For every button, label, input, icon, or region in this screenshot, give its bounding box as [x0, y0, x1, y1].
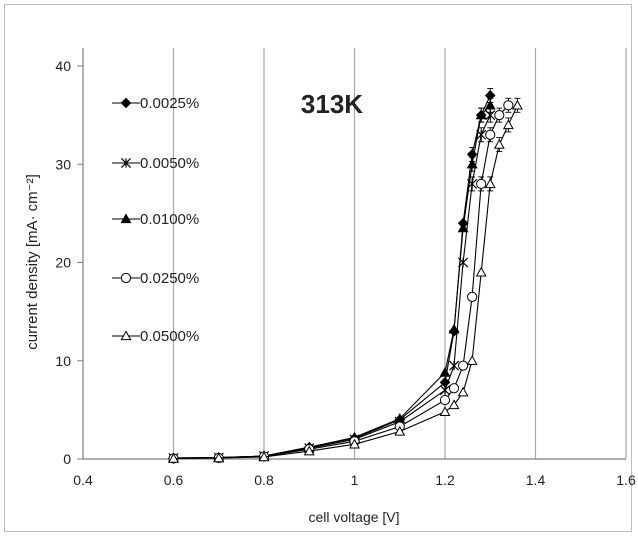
y-tick-label: 40: [55, 58, 71, 74]
data-point: [466, 158, 478, 169]
data-point: [439, 366, 451, 377]
legend-label: 0.0025%: [140, 95, 199, 112]
legend-marker: [120, 330, 132, 341]
data-point: [439, 394, 451, 406]
series-0.0250%: [168, 97, 514, 464]
series-0.0100%: [168, 97, 496, 463]
legend-item: 0.0250%: [112, 270, 199, 287]
series-line: [173, 105, 518, 460]
legend-item: 0.0100%: [112, 211, 199, 228]
data-point: [449, 360, 460, 371]
series-line: [173, 104, 491, 459]
data-point: [439, 406, 451, 417]
y-axis-label: current density [mA· cm⁻²]: [24, 174, 41, 349]
y-tick-label: 20: [55, 255, 71, 271]
x-tick-label: 1.2: [435, 472, 455, 488]
data-point: [467, 291, 478, 302]
x-tick-label: 0.8: [254, 472, 274, 488]
data-point: [349, 438, 360, 449]
grid-lines: [172, 48, 627, 459]
legend-label: 0.0050%: [140, 155, 199, 172]
data-point: [476, 178, 487, 189]
data-point: [394, 425, 406, 436]
data-point: [485, 129, 496, 140]
x-tick-label: 1.6: [616, 472, 636, 488]
legend-marker: [120, 157, 132, 169]
data-point: [439, 385, 451, 396]
data-point: [458, 360, 469, 371]
data-point: [475, 109, 487, 120]
data-point: [258, 451, 270, 462]
legend-item: 0.0500%: [112, 328, 199, 345]
series-0.0500%: [168, 97, 523, 463]
axes: 0.4 0.6 0.8 1 1.2 1.4 1.6 0 10 20 30 40: [55, 48, 636, 488]
series-line: [173, 104, 509, 460]
legend-marker: [120, 97, 132, 109]
data-point: [502, 119, 514, 130]
y-tick-label: 0: [63, 451, 71, 467]
legend-item: 0.0050%: [112, 155, 199, 172]
data-point: [511, 99, 523, 110]
legend-item: 0.0025%: [112, 95, 199, 112]
series-0.0025%: [168, 88, 496, 464]
data-point: [448, 323, 460, 334]
y-tick-label: 30: [55, 156, 71, 172]
legend-label: 0.0250%: [140, 270, 199, 287]
series-line: [173, 114, 491, 459]
data-point: [448, 383, 460, 394]
y-tick-label: 10: [55, 353, 71, 369]
data-point: [448, 399, 460, 410]
data-point: [457, 222, 469, 233]
data-point: [493, 138, 505, 149]
legend-label: 0.0100%: [140, 211, 199, 228]
data-point: [503, 100, 514, 111]
legend: 0.0025% 0.0050% 0.0100% 0.0250% 0.0500%: [112, 95, 199, 345]
chart-frame: [4, 4, 632, 532]
data-point: [213, 452, 225, 463]
series-layer: [168, 88, 523, 464]
legend-label: 0.0500%: [140, 328, 199, 345]
data-point: [475, 266, 487, 277]
data-point: [466, 355, 478, 365]
legend-marker: [120, 213, 132, 224]
data-point: [168, 452, 179, 463]
chart-title: 313K: [301, 89, 363, 119]
data-point: [303, 445, 315, 456]
x-tick-label: 0.6: [164, 472, 184, 488]
data-point: [494, 110, 505, 121]
x-tick-label: 1: [351, 472, 359, 488]
data-point: [457, 386, 469, 397]
data-point: [484, 99, 496, 110]
legend-marker: [120, 272, 132, 284]
x-tick-label: 1.4: [526, 472, 546, 488]
x-axis-label: cell voltage [V]: [308, 509, 399, 525]
x-tick-label: 0.4: [73, 472, 93, 488]
data-point: [484, 178, 496, 189]
